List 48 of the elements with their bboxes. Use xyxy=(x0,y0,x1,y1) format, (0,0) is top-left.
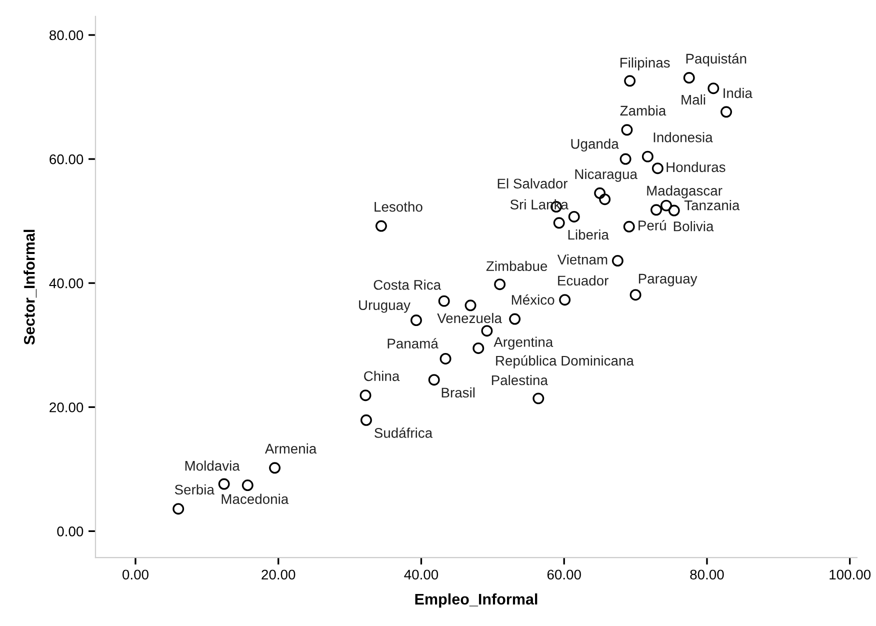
y-tick-label: 80.00 xyxy=(50,30,84,40)
annotation: República Dominicana xyxy=(496,355,634,368)
y-tick-label: 40.00 xyxy=(49,278,84,288)
annotation: Brasil xyxy=(442,387,475,398)
x-axis-title: Empleo_Informal xyxy=(415,593,538,608)
annotation: Tanzania xyxy=(684,200,740,210)
annotation: Zimbabue xyxy=(486,260,548,272)
x-tick-label: 0.00 xyxy=(122,570,148,580)
annotation: Perú xyxy=(638,220,666,230)
annotation: Lesotho xyxy=(374,202,422,212)
annotation: Paquistán xyxy=(686,53,746,66)
x-tick-label: 80.00 xyxy=(690,570,724,580)
annotation: Vietnam xyxy=(557,254,608,264)
annotation: Armenia xyxy=(264,443,317,454)
y-tick-label: 0.00 xyxy=(57,526,84,536)
annotation: Nicaragua xyxy=(575,168,638,182)
annotation: Indonesia xyxy=(654,132,713,142)
annotation: Ecuador xyxy=(558,275,608,286)
annotation: Bolivia xyxy=(674,221,714,232)
x-tick-label: 60.00 xyxy=(547,570,581,580)
annotation: Sudáfrica xyxy=(374,428,433,438)
annotation: Zambia xyxy=(620,105,666,116)
annotation: Honduras xyxy=(666,162,726,172)
y-tick-label: 20.00 xyxy=(50,402,84,412)
annotation: Costa Rica xyxy=(374,280,442,290)
x-tick-label: 40.00 xyxy=(404,570,438,580)
annotation: El Salvador xyxy=(498,178,568,189)
annotation: Liberia xyxy=(568,229,609,240)
x-tick-label: 20.00 xyxy=(262,570,296,580)
annotation: Uruguay xyxy=(359,300,410,313)
annotation: Argentina xyxy=(494,336,554,350)
annotation: Palestina xyxy=(492,374,548,386)
annotation: Mali xyxy=(682,94,706,105)
annotation: México xyxy=(512,294,554,305)
x-tick-label: 100.00 xyxy=(830,570,871,580)
annotation: India xyxy=(724,88,752,98)
annotation: Venezuela xyxy=(437,312,502,324)
annotation: China xyxy=(364,370,400,382)
y-tick-label: 60.00 xyxy=(50,154,84,164)
annotation: Madagascar xyxy=(647,185,722,198)
y-axis-title: Sector_Informal xyxy=(24,230,37,345)
annotation: Moldavia xyxy=(185,460,240,471)
annotation: Filipinas xyxy=(620,57,670,70)
annotation: Panamá xyxy=(388,338,438,348)
annotation: Uganda xyxy=(571,138,619,152)
annotation: Serbia xyxy=(174,484,214,495)
annotation: Paraguay xyxy=(638,274,698,286)
annotation: Macedonia xyxy=(222,494,289,504)
